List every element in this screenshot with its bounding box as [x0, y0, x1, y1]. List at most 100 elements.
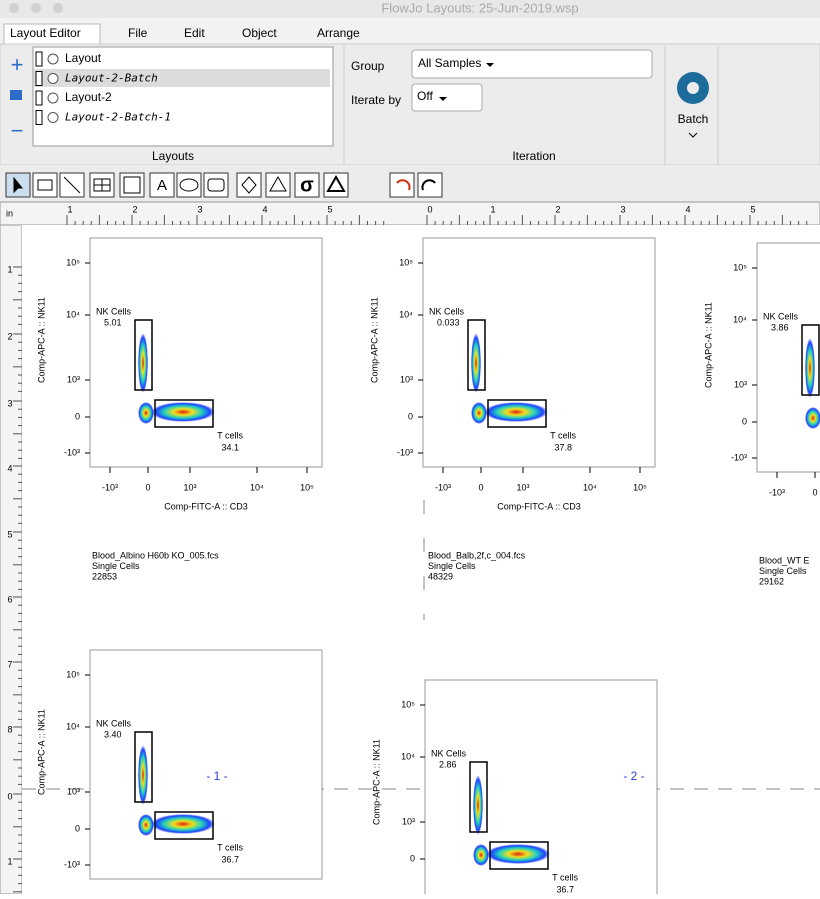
dropdown-arrow — [486, 63, 494, 67]
row-handle — [35, 90, 43, 106]
t-gate — [489, 841, 549, 870]
event-density — [138, 402, 154, 424]
tool-glyph: σ — [300, 174, 314, 196]
x-tick-label: 10⁴ — [250, 482, 264, 492]
plot-frame — [89, 237, 323, 468]
nk-gate — [134, 319, 153, 391]
sample-count: 22853 — [92, 571, 117, 581]
sample-sample: Blood_Albino H60b KO_005.fcs — [92, 550, 219, 560]
y-tick-label: 0 — [410, 853, 415, 863]
event-density — [151, 814, 215, 834]
y-tick-label: 10⁴ — [401, 751, 415, 761]
nk-gate — [134, 731, 153, 803]
ruler-number: 6 — [7, 594, 12, 604]
text-tool[interactable] — [149, 172, 175, 198]
y-tick-label: 10⁴ — [66, 721, 80, 731]
y-tick-label: 0 — [408, 411, 413, 421]
close-button[interactable] — [9, 3, 19, 13]
nk-gate-value: 3.40 — [104, 729, 122, 739]
y-tick-label: 0 — [75, 823, 80, 833]
layout-item[interactable]: Layout — [65, 51, 102, 65]
batch-icon-hole — [687, 82, 699, 94]
t-gate-value: 34.1 — [221, 442, 239, 452]
title-bar — [0, 0, 820, 18]
plot-frame — [424, 679, 658, 894]
y-tick-label: 10⁵ — [66, 257, 80, 267]
top-ruler — [0, 201, 820, 226]
y-tick-label: -10³ — [64, 859, 80, 869]
y-axis-label: Comp-APC-A :: NK11 — [371, 739, 381, 825]
nk-gate — [801, 324, 820, 396]
x-tick-label: -10³ — [769, 487, 785, 497]
menu-tab[interactable]: Object — [242, 26, 277, 40]
y-axis-label: Comp-APC-A :: NK11 — [36, 297, 46, 383]
x-tick-label: 10⁵ — [633, 482, 647, 492]
y-tick-label: 10⁴ — [399, 309, 413, 319]
x-tick-label: 10⁵ — [300, 482, 314, 492]
ruler-number: 5 — [750, 204, 755, 214]
sample-count: 29162 — [759, 576, 784, 586]
nk-gate-name: NK Cells — [429, 306, 465, 316]
y-axis-label: Comp-APC-A :: NK11 — [369, 297, 379, 383]
t-gate-name: T cells — [217, 430, 243, 440]
row-icon — [47, 73, 59, 84]
event-density — [471, 402, 487, 424]
caption: Iteration — [512, 149, 555, 163]
remove-button[interactable]: − — [11, 118, 24, 143]
x-tick-label: -10³ — [435, 482, 451, 492]
iterate-dropdown[interactable] — [411, 83, 483, 112]
ruler-number: 4 — [262, 204, 267, 214]
t-gate-value: 36.7 — [556, 884, 574, 894]
minimize-button[interactable] — [31, 3, 41, 13]
t-gate-name: T cells — [552, 872, 578, 882]
sigma-tool[interactable] — [294, 172, 320, 198]
rect-tool[interactable] — [32, 172, 58, 198]
window-title: FlowJo Layouts: 25-Jun-2019.wsp — [381, 0, 578, 15]
y-tick-label: 10³ — [67, 374, 80, 384]
undo[interactable] — [389, 172, 415, 198]
y-tick-label: 10³ — [400, 374, 413, 384]
sample-population: Single Cells — [759, 566, 807, 576]
nk-gate-value: 0.033 — [437, 317, 460, 327]
y-tick-label: 10³ — [402, 816, 415, 826]
group-dropdown[interactable] — [411, 49, 653, 79]
x-tick-label: 0 — [812, 487, 817, 497]
add-button[interactable]: + — [11, 52, 24, 77]
t-gate-name: T cells — [550, 430, 576, 440]
ruler-number: 3 — [620, 204, 625, 214]
layout-item[interactable]: Layout-2-Batch-1 — [65, 111, 171, 124]
ruler-number: 1 — [67, 204, 72, 214]
nk-gate-name: NK Cells — [96, 306, 132, 316]
layout-item[interactable]: Layout-2 — [65, 90, 112, 104]
y-tick-label: -10³ — [397, 447, 413, 457]
batch-chevron[interactable] — [688, 132, 698, 138]
event-density — [486, 844, 550, 864]
dropdown-value: All Samples — [418, 56, 481, 70]
menu-tab[interactable]: Arrange — [317, 26, 360, 40]
event-density — [471, 333, 481, 393]
menu-tab[interactable]: Layout Editor — [10, 26, 81, 40]
redo[interactable] — [417, 172, 443, 198]
ruler-number: 5 — [327, 204, 332, 214]
zoom-button[interactable] — [53, 3, 63, 13]
y-tick-label: 10⁵ — [66, 669, 80, 679]
menu-tab[interactable]: File — [128, 26, 148, 40]
duplicate-button[interactable] — [10, 90, 22, 100]
sample-population: Single Cells — [92, 561, 140, 571]
y-tick-label: 0 — [742, 416, 747, 426]
dropdown-arrow — [439, 97, 447, 101]
row-icon — [47, 112, 59, 123]
y-tick-label: 10⁴ — [66, 309, 80, 319]
ruler-unit: in — [6, 208, 13, 218]
t-gate — [154, 811, 214, 840]
page-number: - 1 - — [206, 769, 227, 783]
layout-list — [32, 46, 334, 147]
sample-sample: Blood_Balb,2f,c_004.fcs — [428, 550, 526, 560]
row-icon — [47, 53, 59, 65]
layout-item[interactable]: Layout-2-Batch — [65, 72, 158, 85]
ruler-number: 0 — [7, 791, 12, 801]
menu-tab[interactable]: Edit — [184, 26, 205, 40]
ellipse-tool[interactable] — [176, 172, 202, 198]
